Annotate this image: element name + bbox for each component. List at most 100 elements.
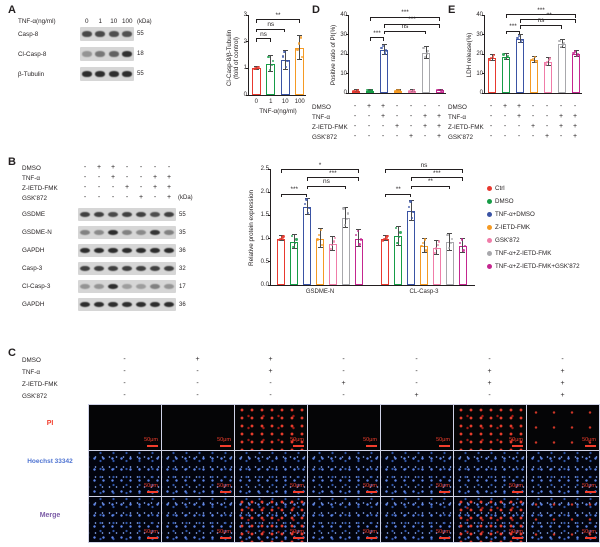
bracket-tick bbox=[461, 170, 463, 174]
treatment-sign: - bbox=[139, 174, 143, 181]
y-tick-label: 2.5 bbox=[260, 166, 269, 172]
treatment-sign: - bbox=[269, 392, 272, 399]
data-point bbox=[409, 200, 412, 203]
y-tick-label: 10 bbox=[476, 70, 483, 77]
data-point bbox=[316, 238, 319, 241]
significance-bracket bbox=[307, 185, 346, 190]
dose-label: 1 bbox=[98, 17, 102, 25]
y-tick bbox=[267, 284, 271, 286]
scale-label: 50μm bbox=[363, 483, 377, 489]
data-point bbox=[577, 53, 580, 56]
bracket-tick bbox=[561, 25, 562, 29]
significance-bracket bbox=[520, 24, 562, 29]
y-tick bbox=[481, 92, 485, 94]
scale-label: 50μm bbox=[582, 529, 596, 535]
significance-bracket bbox=[520, 19, 576, 24]
significance-bracket bbox=[256, 28, 286, 33]
data-point bbox=[547, 59, 551, 62]
blot-band-row: GSDME 55 bbox=[22, 208, 186, 221]
data-point bbox=[295, 238, 298, 241]
treatment-sign: + bbox=[124, 184, 130, 191]
data-point bbox=[286, 60, 289, 63]
scale-label: 50μm bbox=[582, 437, 596, 443]
x-tick-label: 10 bbox=[281, 99, 289, 105]
panel-label-d: D bbox=[312, 4, 320, 16]
data-point bbox=[535, 60, 538, 64]
protein-band bbox=[149, 265, 161, 272]
data-point bbox=[420, 245, 423, 248]
dose-label: 10 bbox=[110, 17, 118, 25]
treatment-label: Z-IETD-FMK bbox=[448, 123, 484, 131]
treatment-sign: + bbox=[560, 380, 565, 387]
treatment-sign: - bbox=[367, 113, 371, 120]
scale-bar bbox=[439, 537, 450, 539]
scale-label: 50μm bbox=[217, 483, 231, 489]
data-point bbox=[398, 236, 401, 239]
significance-bracket bbox=[411, 185, 450, 190]
error-cap bbox=[382, 234, 388, 236]
legend-swatch bbox=[487, 212, 492, 217]
data-point bbox=[463, 245, 466, 248]
scale-label: 50μm bbox=[436, 437, 450, 443]
data-point bbox=[422, 241, 425, 244]
y-tick bbox=[345, 14, 349, 16]
data-point bbox=[397, 89, 401, 92]
error-cap bbox=[559, 39, 565, 41]
treatment-row: Z-IETD-FMK - - - + - + + bbox=[312, 122, 446, 132]
band-label: GSDME bbox=[22, 211, 46, 218]
protein-band bbox=[107, 301, 119, 308]
treatment-sign: - bbox=[97, 194, 101, 201]
bar bbox=[544, 61, 552, 93]
significance-label: ns bbox=[536, 17, 546, 25]
treatment-sign: - bbox=[367, 133, 371, 140]
treatment-sign: + bbox=[166, 174, 172, 181]
protein-band bbox=[149, 211, 161, 218]
significance-bracket bbox=[281, 169, 359, 174]
bar bbox=[572, 54, 580, 93]
treatment-sign: - bbox=[381, 123, 385, 130]
data-point bbox=[408, 90, 411, 93]
protein-band bbox=[107, 229, 119, 236]
data-point bbox=[352, 90, 355, 93]
significance-label: *** bbox=[543, 11, 553, 19]
panel-e-chart: LDH release(%) DMSO - + + - - - - TNF-α - - + - - + + Z-… bbox=[448, 6, 594, 146]
band-label: Cl-Casp-3 bbox=[22, 283, 51, 290]
treatment-sign: + bbox=[341, 380, 346, 387]
scale-label: 50μm bbox=[144, 483, 158, 489]
scale-bar bbox=[147, 537, 158, 539]
treatment-sign: - bbox=[139, 184, 143, 191]
data-point bbox=[330, 243, 334, 247]
error-bar bbox=[299, 36, 301, 61]
scale-bar bbox=[293, 537, 304, 539]
protein-band bbox=[122, 51, 133, 57]
data-point bbox=[544, 63, 547, 66]
scale-bar bbox=[512, 537, 523, 539]
treatment-sign: - bbox=[503, 113, 507, 120]
panel-b-treatment-matrix: DMSO - + + - - - - TNF-α - - + - - + + Z-IETD-FMK - - - + - + +… bbox=[22, 163, 193, 203]
data-point bbox=[283, 50, 286, 54]
x-tick-label: 0 bbox=[254, 99, 258, 105]
error-bar bbox=[410, 200, 412, 221]
bracket-tick bbox=[439, 24, 440, 28]
data-point bbox=[386, 234, 389, 238]
y-tick-label: 0 bbox=[343, 90, 347, 96]
error-cap bbox=[304, 214, 310, 216]
kda-value: 35 bbox=[179, 229, 186, 236]
error-cap bbox=[382, 240, 388, 242]
treatment-sign: - bbox=[489, 113, 493, 120]
protein-band bbox=[149, 301, 161, 308]
legend-swatch bbox=[487, 238, 492, 243]
data-point bbox=[292, 246, 295, 249]
error-cap bbox=[447, 249, 453, 251]
significance-bracket bbox=[385, 169, 463, 174]
treatment-sign: - bbox=[531, 133, 535, 140]
y-tick bbox=[481, 53, 485, 55]
data-point bbox=[399, 231, 402, 234]
dose-label: 0 bbox=[84, 17, 89, 25]
error-cap bbox=[268, 55, 274, 57]
error-bar bbox=[306, 198, 308, 216]
y-tick-label: 40 bbox=[340, 12, 347, 18]
significance-bracket bbox=[370, 16, 440, 21]
treatment-sign: - bbox=[395, 133, 399, 140]
significance-label: * bbox=[317, 161, 323, 169]
